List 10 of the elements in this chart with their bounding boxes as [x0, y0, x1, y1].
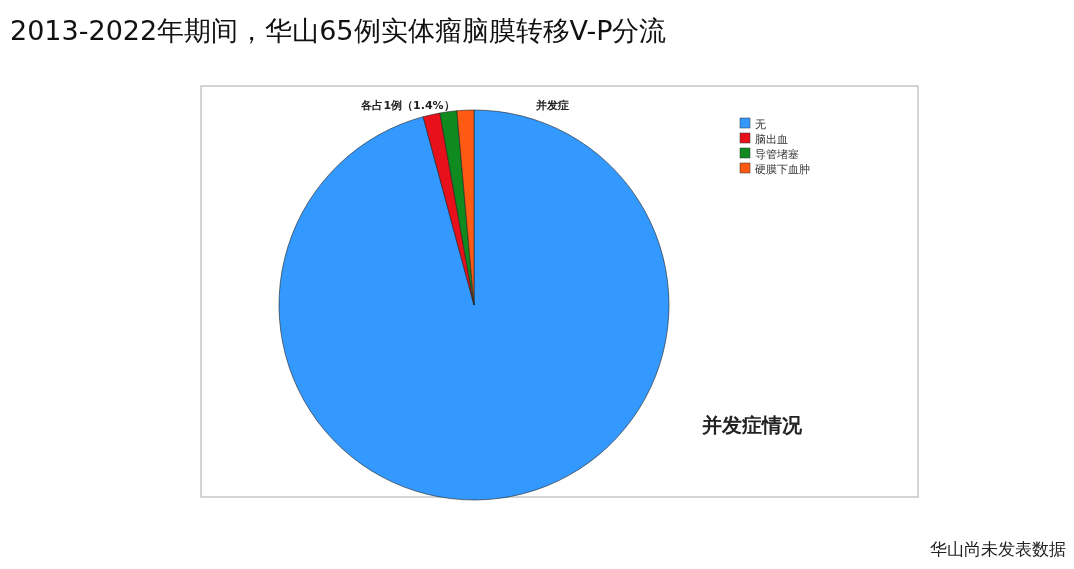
pie-slice	[278, 109, 670, 500]
chart-subtitle: 并发症	[534, 99, 569, 112]
text: 华山尚未发表数据	[930, 539, 1066, 559]
legend-label: 导管堵塞	[755, 148, 799, 161]
legend-label: 硬膜下血肿	[755, 163, 810, 176]
text: 各占1例（1.4%）	[360, 99, 455, 112]
legend-label: 无	[755, 118, 766, 131]
legend-label: 脑出血	[755, 133, 788, 146]
chart-title: 2013-2022年期间，华山65例实体瘤脑膜转移V-P分流	[10, 15, 667, 46]
text: 并发症情况	[701, 413, 803, 437]
